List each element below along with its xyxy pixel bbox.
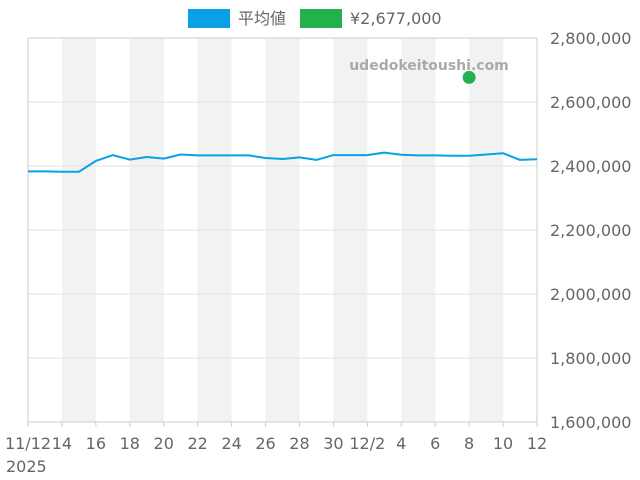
legend-label-average: 平均値 xyxy=(238,9,286,28)
x-tick-label: 6 xyxy=(430,434,440,453)
x-tick-label: 18 xyxy=(120,434,140,453)
axes xyxy=(27,37,538,427)
x-tick-label: 11/12 xyxy=(5,434,51,453)
watermark: udedokeitoushi.com xyxy=(349,58,509,74)
series-line-average xyxy=(28,151,538,173)
y-tick-label: 2,400,000 xyxy=(550,157,631,176)
y-tick-label: 2,600,000 xyxy=(550,93,631,112)
x-tick-label: 12/2 xyxy=(349,434,385,453)
x-tick-sublabel: 2025 xyxy=(6,457,47,476)
y-tick-label: 2,200,000 xyxy=(550,221,631,240)
marker-layer xyxy=(462,70,476,84)
legend-swatch-price xyxy=(300,9,342,28)
x-tick-label: 14 xyxy=(52,434,72,453)
x-tick-labels: 11/12 2025 14 16 18 20 22 24 26 28 30 12/2 4 6 8 10 12 xyxy=(5,434,547,476)
x-tick-label: 10 xyxy=(493,434,513,453)
legend-swatch-average xyxy=(188,9,230,28)
legend-item-price[interactable]: ¥2,677,000 xyxy=(300,9,442,28)
x-tick-label: 20 xyxy=(154,434,174,453)
series-layer xyxy=(28,151,538,173)
x-tick-label: 12 xyxy=(527,434,547,453)
price-marker-point xyxy=(462,70,476,84)
legend: 平均値 ¥2,677,000 xyxy=(188,9,442,28)
x-tick-label: 28 xyxy=(289,434,309,453)
y-tick-label: 2,800,000 xyxy=(550,29,631,48)
x-tick-label: 24 xyxy=(221,434,241,453)
x-tick-label: 26 xyxy=(255,434,275,453)
y-tick-labels: 2,800,000 2,600,000 2,400,000 2,200,000 2,00… xyxy=(550,29,631,432)
x-tick-label: 22 xyxy=(187,434,207,453)
x-tick-label: 4 xyxy=(396,434,406,453)
x-tick-label: 16 xyxy=(86,434,106,453)
legend-label-price: ¥2,677,000 xyxy=(350,9,442,28)
y-tick-label: 1,600,000 xyxy=(550,413,631,432)
x-tick-label: 8 xyxy=(464,434,474,453)
y-tick-label: 1,800,000 xyxy=(550,349,631,368)
legend-item-average[interactable]: 平均値 xyxy=(188,9,286,28)
y-tick-label: 2,000,000 xyxy=(550,285,631,304)
x-tick-label: 30 xyxy=(323,434,343,453)
